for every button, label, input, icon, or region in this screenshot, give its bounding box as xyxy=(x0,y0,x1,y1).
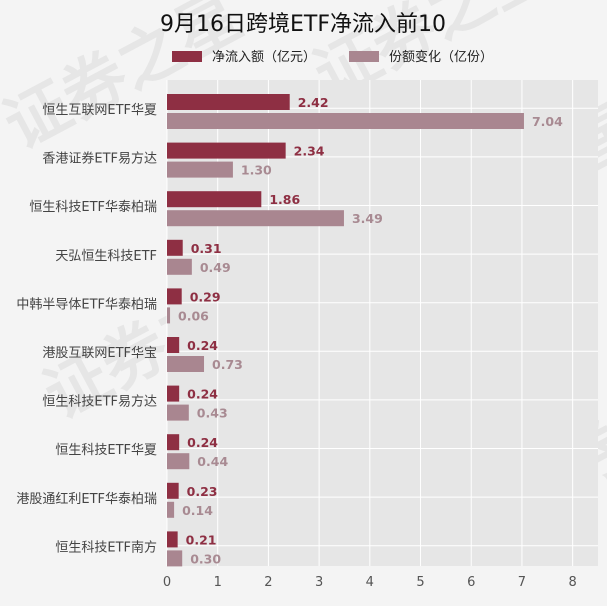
x-axis-ticks: 0 1 2 3 4 5 6 7 8 xyxy=(163,575,577,590)
value-label-net-inflow: 2.42 xyxy=(298,95,329,110)
bar-share-change xyxy=(167,161,233,178)
value-label-net-inflow: 0.23 xyxy=(187,484,218,499)
x-tick-label: 6 xyxy=(467,575,475,590)
value-label-share-change: 3.49 xyxy=(352,211,383,226)
category-label: 天弘恒生科技ETF xyxy=(55,249,157,264)
bar-share-change xyxy=(167,550,183,567)
category-label: 中韩半导体ETF华泰柏瑞 xyxy=(16,297,157,312)
bar-share-change xyxy=(167,404,189,421)
category-labels: 恒生互联网ETF华夏香港证券ETF易方达恒生科技ETF华泰柏瑞天弘恒生科技ETF… xyxy=(16,103,157,555)
x-tick-label: 3 xyxy=(315,575,323,590)
bar-share-change xyxy=(167,453,190,470)
legend-label-share-change: 份额变化（亿份） xyxy=(389,49,493,65)
value-label-net-inflow: 0.21 xyxy=(186,532,217,547)
bar-net-inflow xyxy=(167,434,180,451)
category-label: 恒生科技ETF华泰柏瑞 xyxy=(29,200,157,215)
value-label-net-inflow: 0.24 xyxy=(187,435,218,450)
x-tick-label: 7 xyxy=(518,575,526,590)
value-label-share-change: 0.06 xyxy=(178,308,209,323)
bar-share-change xyxy=(167,258,192,275)
category-label: 恒生互联网ETF华夏 xyxy=(42,103,157,118)
bar-net-inflow xyxy=(167,531,178,548)
value-label-net-inflow: 0.29 xyxy=(190,289,221,304)
bar-net-inflow xyxy=(167,239,183,256)
x-tick-label: 4 xyxy=(366,575,374,590)
category-label: 恒生科技ETF南方 xyxy=(55,539,157,555)
bar-net-inflow xyxy=(167,142,286,159)
value-labels: 2.42 7.04 2.34 1.30 1.86 3.49 0.31 0.49 0.29 0.06… xyxy=(178,95,563,566)
bar-net-inflow xyxy=(167,385,180,402)
legend-label-net-inflow: 净流入额（亿元） xyxy=(212,50,316,65)
bar-net-inflow xyxy=(167,94,290,110)
legend-swatch-net-inflow xyxy=(172,51,202,62)
value-label-net-inflow: 0.31 xyxy=(191,241,222,256)
category-label: 港股互联网ETF华宝 xyxy=(42,346,157,361)
x-tick-label: 1 xyxy=(214,575,222,590)
value-label-share-change: 0.73 xyxy=(212,357,243,372)
value-label-net-inflow: 0.24 xyxy=(187,387,218,402)
x-tick-label: 8 xyxy=(569,575,577,590)
x-tick-label: 0 xyxy=(163,575,171,590)
bar-share-change xyxy=(167,501,175,518)
bar-net-inflow xyxy=(167,482,179,499)
bar-net-inflow xyxy=(167,337,180,353)
category-label: 恒生科技ETF华夏 xyxy=(55,443,157,458)
value-label-share-change: 0.44 xyxy=(197,454,228,469)
x-tick-label: 2 xyxy=(264,575,272,590)
value-label-share-change: 0.43 xyxy=(197,406,228,421)
value-label-net-inflow: 0.24 xyxy=(187,338,218,353)
category-label: 恒生科技ETF易方达 xyxy=(42,394,157,410)
bar-share-change xyxy=(167,356,205,372)
value-label-net-inflow: 2.34 xyxy=(294,144,325,159)
value-label-share-change: 0.30 xyxy=(190,551,221,566)
value-label-share-change: 0.49 xyxy=(200,260,231,275)
category-label: 港股通红利ETF华泰柏瑞 xyxy=(16,491,157,507)
value-label-net-inflow: 1.86 xyxy=(269,192,300,207)
chart-title: 9月16日跨境ETF净流入前10 xyxy=(160,12,446,37)
category-label: 香港证券ETF易方达 xyxy=(42,151,157,167)
bar-net-inflow xyxy=(167,191,262,208)
bar-share-change xyxy=(167,210,344,227)
legend: 净流入额（亿元） 份额变化（亿份） xyxy=(172,49,493,65)
x-tick-label: 5 xyxy=(416,575,424,590)
legend-swatch-share-change xyxy=(349,51,379,62)
value-label-share-change: 0.14 xyxy=(182,503,213,518)
bar-share-change xyxy=(167,307,171,324)
bar-share-change xyxy=(167,113,524,129)
plot-area xyxy=(167,80,598,566)
value-label-share-change: 7.04 xyxy=(532,114,563,129)
bar-net-inflow xyxy=(167,288,182,305)
bars xyxy=(167,94,524,567)
value-label-share-change: 1.30 xyxy=(241,163,272,178)
